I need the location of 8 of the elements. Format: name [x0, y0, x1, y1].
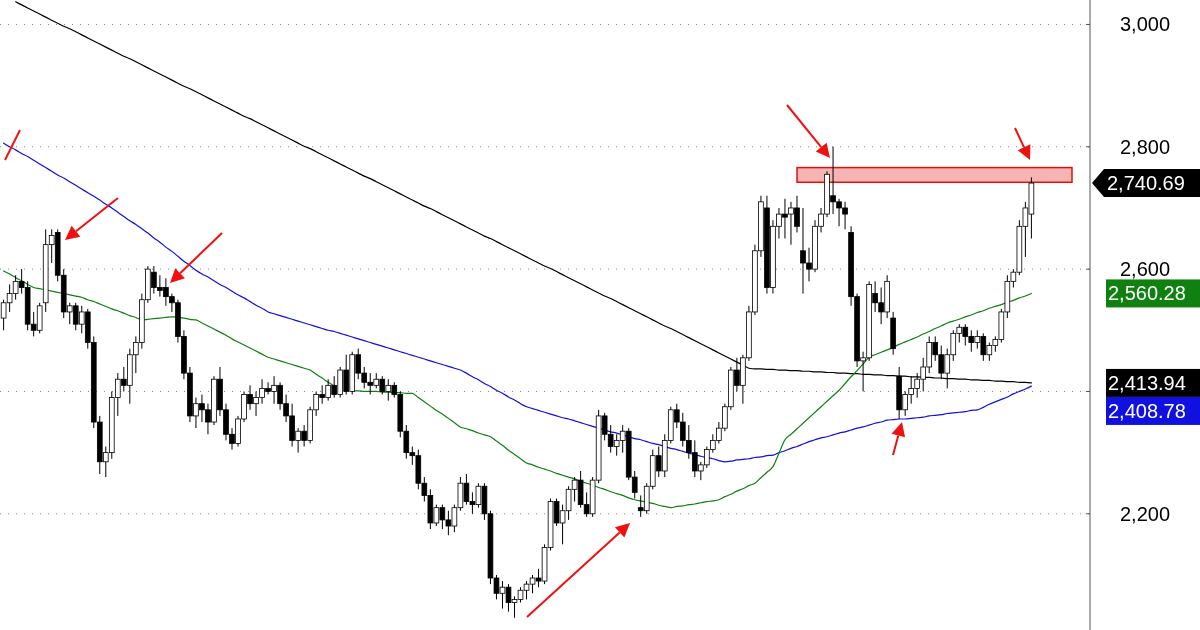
text: 2,408.78 [1108, 399, 1186, 422]
text: 2,740.69 [1107, 172, 1185, 195]
y-tick-label: 2,600 [1119, 258, 1171, 281]
y-tick-label: 3,000 [1119, 13, 1171, 36]
text: 2,560.28 [1108, 282, 1186, 305]
y-tick-label: 2,800 [1119, 135, 1171, 158]
y-tick-label: 2,200 [1119, 502, 1171, 525]
text: 2,413.94 [1108, 371, 1186, 394]
